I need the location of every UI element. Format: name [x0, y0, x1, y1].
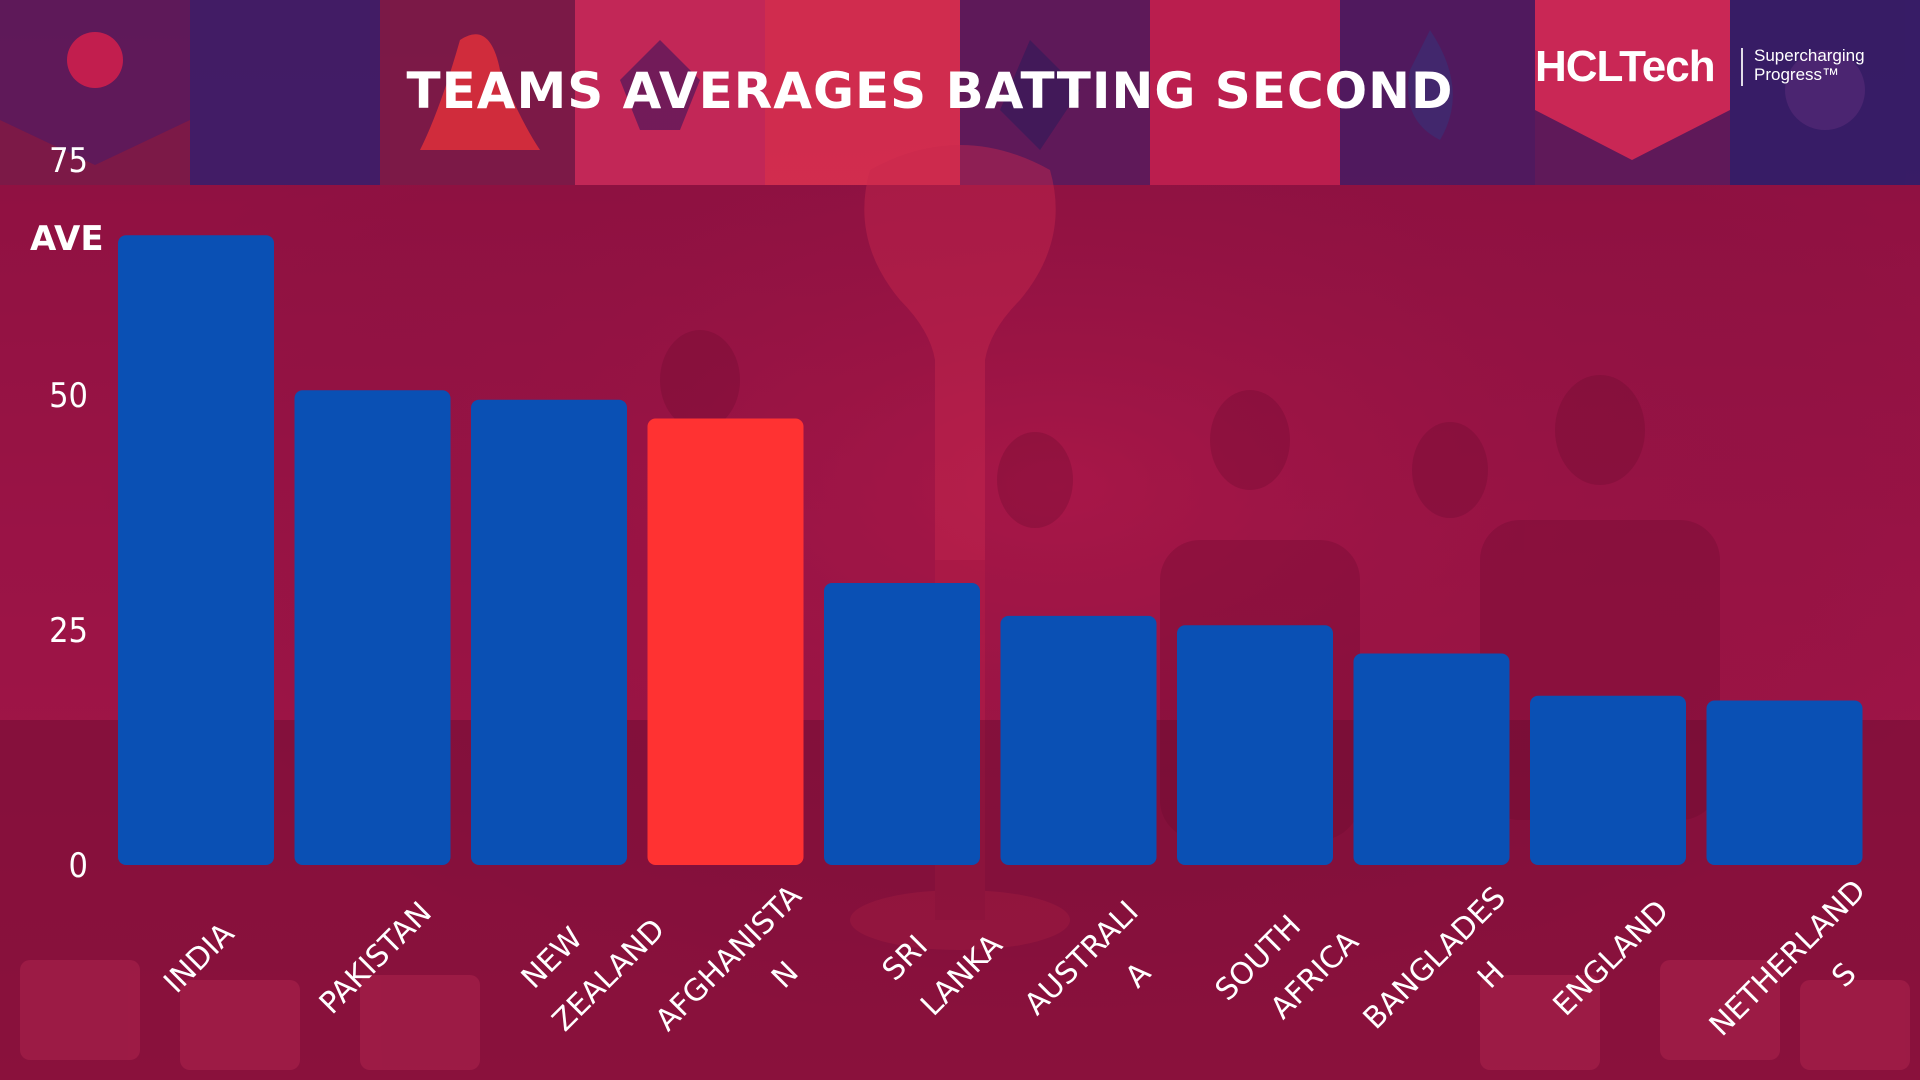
logo-tagline-line1: Supercharging [1754, 46, 1865, 65]
logo-tagline: Supercharging Progress™ [1754, 46, 1894, 84]
category-label-line: A [1119, 955, 1159, 995]
y-tick-label: 0 [69, 846, 88, 886]
category-label-line: H [1471, 955, 1512, 996]
category-label: BANGLADESH [1357, 880, 1550, 1073]
hcltech-logo: HCLTech Supercharging Progress™ [1535, 40, 1895, 100]
category-label-line: LANKA [914, 927, 1010, 1023]
y-axis-ticks: 0 25 50 75 [49, 141, 88, 886]
bar [824, 583, 980, 865]
bar [471, 399, 627, 865]
category-label: AUSTRALIA [1018, 894, 1182, 1058]
y-tick-label: 50 [49, 376, 88, 416]
category-label-line: ENGLAND [1547, 894, 1676, 1023]
bar [118, 235, 274, 865]
category-label-line: S [1825, 956, 1863, 994]
bar [1530, 695, 1686, 865]
category-label-line: NETHERLAND [1703, 873, 1873, 1043]
category-label: ENGLAND [1547, 894, 1676, 1023]
category-label-line: INDIA [157, 916, 241, 1000]
category-label: SRILANKA [876, 890, 1010, 1024]
category-label: NEWZEALAND [509, 875, 672, 1038]
category-label-line: PAKISTAN [313, 895, 439, 1021]
category-label-line: N [765, 955, 806, 996]
chart-title: TEAMS AVERAGES BATTING SECOND [407, 62, 1454, 120]
y-tick-label: 75 [49, 141, 88, 181]
logo-tagline-line2: Progress™ [1754, 65, 1840, 84]
flag-strip [0, 0, 1920, 185]
category-label: PAKISTAN [313, 895, 439, 1021]
y-axis-label: AVE [30, 219, 104, 259]
category-label: NETHERLANDS [1703, 873, 1910, 1080]
category-label-line: AUSTRALI [1018, 894, 1146, 1022]
logo-brand: HCLTech [1535, 42, 1716, 91]
logo-divider [1741, 48, 1743, 86]
bars-group [118, 235, 1863, 865]
category-label-line: AFGHANISTA [649, 878, 809, 1038]
bar [1000, 615, 1157, 865]
bar [1706, 700, 1863, 865]
category-label: SOUTHAFRICA [1209, 887, 1366, 1044]
category-label: AFGHANISTAN [649, 878, 846, 1075]
category-label: INDIA [157, 916, 241, 1000]
bar [1353, 653, 1510, 865]
bar [647, 418, 804, 865]
y-tick-label: 25 [49, 611, 88, 651]
bar [1177, 625, 1333, 865]
category-label-line: SRI [876, 929, 935, 988]
bar [294, 390, 451, 865]
